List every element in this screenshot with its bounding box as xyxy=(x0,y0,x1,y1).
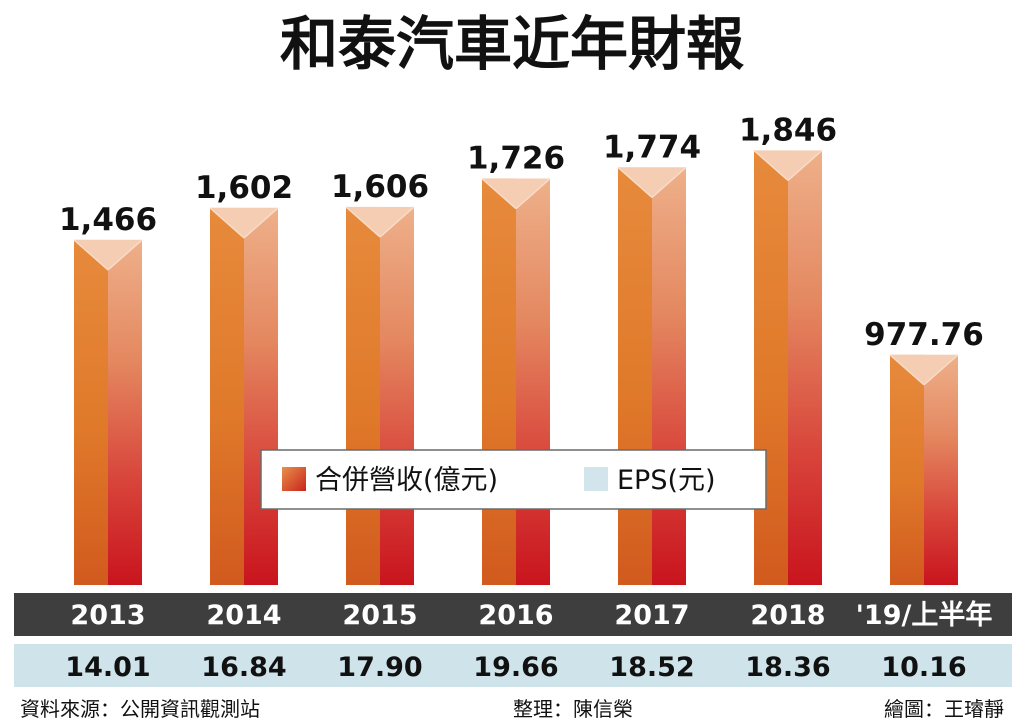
bar-value-label: 1,602 xyxy=(195,170,293,206)
bar-2014 xyxy=(209,207,279,585)
bar-2017 xyxy=(617,166,687,586)
eps-value: 17.90 xyxy=(337,652,422,683)
bar-value-label: 1,606 xyxy=(331,169,429,205)
bar-value-label: 1,774 xyxy=(603,129,701,165)
bar-2018 xyxy=(753,149,823,585)
year-label: 2016 xyxy=(478,600,553,631)
legend-label-eps: EPS(元) xyxy=(617,465,716,496)
year-label: 2018 xyxy=(750,600,825,631)
eps-row-background xyxy=(14,644,1012,687)
bar-2016 xyxy=(481,178,551,586)
bar-value-label: 1,726 xyxy=(467,141,565,177)
bar-value-label: 977.76 xyxy=(864,317,984,353)
footer-artist: 繪圖：王璿靜 xyxy=(884,697,1004,721)
eps-value: 18.36 xyxy=(745,652,830,683)
footer-source: 資料來源：公開資訊觀測站 xyxy=(20,697,260,721)
bar-'19/上半年 xyxy=(889,354,959,585)
year-row-background xyxy=(14,593,1012,636)
year-label: 2014 xyxy=(206,600,281,631)
year-label: '19/上半年 xyxy=(856,599,993,631)
bar-2013 xyxy=(73,239,143,585)
bar-value-label: 1,846 xyxy=(739,112,837,148)
value-labels-layer: 1,466 1,602 1,606 1,726 1,774 1,846 977.76 xyxy=(59,112,984,352)
legend-swatch-revenue xyxy=(282,467,306,491)
year-label: 2017 xyxy=(614,600,689,631)
year-labels-layer: 2013 2014 2015 2016 2017 2018 '19/上半年 xyxy=(70,599,992,631)
eps-value: 14.01 xyxy=(65,652,150,683)
chart-title: 和泰汽車近年財報 xyxy=(280,10,744,78)
legend: 合併營收(億元) EPS(元) xyxy=(260,449,767,510)
bars-layer xyxy=(73,149,959,586)
eps-value: 18.52 xyxy=(609,652,694,683)
eps-value: 10.16 xyxy=(881,652,966,683)
year-label: 2013 xyxy=(70,600,145,631)
eps-value: 16.84 xyxy=(201,652,286,683)
legend-label-revenue: 合併營收(億元) xyxy=(315,465,498,496)
year-label: 2015 xyxy=(342,600,417,631)
legend-box xyxy=(260,449,767,510)
eps-value: 19.66 xyxy=(473,652,558,683)
bar-2015 xyxy=(345,206,415,585)
legend-swatch-eps xyxy=(584,467,608,491)
eps-values-layer: 14.01 16.84 17.90 19.66 18.52 18.36 10.16 xyxy=(65,652,966,683)
footer-editor: 整理：陳信榮 xyxy=(513,697,633,721)
bar-value-label: 1,466 xyxy=(59,202,157,238)
